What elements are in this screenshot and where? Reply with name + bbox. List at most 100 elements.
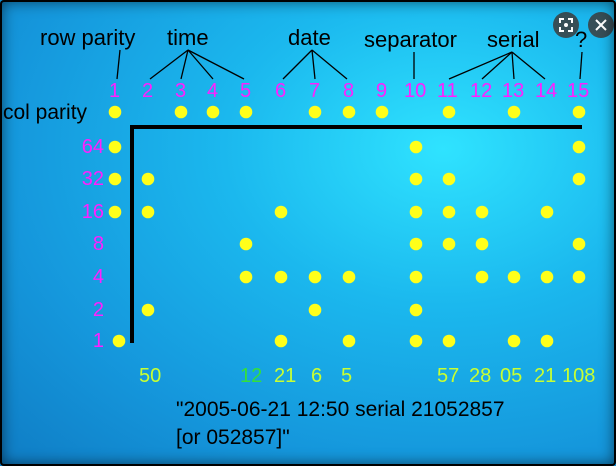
column-number: 11	[437, 80, 458, 102]
dot	[442, 205, 456, 219]
row-weight: 64	[81, 136, 104, 158]
column-number: 15	[567, 80, 590, 102]
connector-line	[187, 49, 214, 80]
dot	[342, 334, 356, 348]
dot	[572, 270, 586, 284]
column-number: 13	[502, 80, 525, 102]
dot	[239, 105, 253, 119]
column-number: 1	[109, 80, 121, 102]
connector-line	[116, 49, 121, 80]
dot	[507, 270, 521, 284]
dot	[108, 140, 122, 154]
dot	[239, 270, 253, 284]
column-value: 05	[500, 365, 523, 387]
dot	[206, 105, 220, 119]
caption-line-2: [or 052857]"	[176, 426, 290, 449]
dot	[409, 205, 423, 219]
column-number: 8	[343, 80, 355, 102]
connector-line	[481, 51, 513, 80]
dot	[409, 303, 423, 317]
connector-line	[511, 51, 515, 80]
dot	[572, 105, 586, 119]
connector-line	[149, 49, 189, 80]
row-weight: 32	[81, 168, 104, 190]
dot	[409, 334, 423, 348]
column-number: 9	[376, 80, 388, 102]
dot	[540, 205, 554, 219]
connector-line	[311, 49, 316, 80]
dot	[507, 105, 521, 119]
dot	[375, 105, 389, 119]
column-number: 2	[142, 80, 154, 102]
dot	[442, 237, 456, 251]
connector-line	[187, 49, 245, 80]
dot	[141, 205, 155, 219]
dot	[442, 334, 456, 348]
header-date: date	[288, 25, 331, 50]
dot	[174, 105, 188, 119]
header-time: time	[167, 25, 209, 50]
column-value: 21	[534, 365, 557, 387]
dot	[342, 105, 356, 119]
row-weight: 1	[92, 330, 104, 352]
dot	[409, 140, 423, 154]
dot	[308, 303, 322, 317]
dot	[475, 270, 489, 284]
dot	[540, 270, 554, 284]
column-number: 5	[240, 80, 252, 102]
column-value: 57	[437, 365, 460, 387]
column-number: 14	[535, 80, 558, 102]
header-unknown: ?	[575, 27, 588, 52]
column-value: 108	[562, 365, 596, 387]
column-value: 28	[469, 365, 492, 387]
dot	[475, 237, 489, 251]
connector-line	[579, 51, 583, 80]
dot	[274, 205, 288, 219]
row-weight: 8	[92, 233, 104, 255]
col-parity-label: col parity	[3, 101, 88, 124]
column-value: 50	[139, 365, 162, 387]
column-value: 21	[274, 365, 297, 387]
dot	[540, 334, 554, 348]
header-row-parity: row parity	[40, 25, 136, 50]
column-number: 4	[207, 80, 219, 102]
column-number: 12	[470, 80, 493, 102]
column-value: 6	[311, 365, 323, 387]
dot	[507, 334, 521, 348]
dot	[572, 237, 586, 251]
column-value: 5	[341, 365, 353, 387]
row-weight: 16	[81, 201, 104, 223]
scan-icon[interactable]	[553, 12, 579, 38]
dot	[475, 205, 489, 219]
dot	[108, 105, 122, 119]
connector-line	[180, 49, 189, 80]
dot	[409, 270, 423, 284]
dot	[274, 270, 288, 284]
column-number: 3	[175, 80, 187, 102]
column-value: 12	[240, 365, 263, 387]
connector-line	[511, 51, 546, 80]
dot	[108, 172, 122, 186]
row-weight: 2	[92, 299, 104, 321]
header-serial: serial	[487, 27, 540, 52]
row-weight: 4	[92, 266, 104, 288]
header-separator: separator	[364, 27, 457, 52]
dot	[141, 303, 155, 317]
dot	[572, 140, 586, 154]
dot	[342, 270, 356, 284]
dot	[239, 237, 253, 251]
dot	[112, 334, 126, 348]
connector-line	[311, 49, 348, 80]
dot	[442, 105, 456, 119]
connector-line	[282, 49, 313, 80]
close-icon[interactable]	[588, 12, 614, 38]
grid-axis	[130, 125, 582, 343]
dot	[409, 172, 423, 186]
column-number: 7	[309, 80, 321, 102]
dot	[572, 172, 586, 186]
column-number: 10	[404, 80, 427, 102]
connector-line	[448, 51, 513, 80]
column-number: 6	[275, 80, 287, 102]
dot	[308, 270, 322, 284]
